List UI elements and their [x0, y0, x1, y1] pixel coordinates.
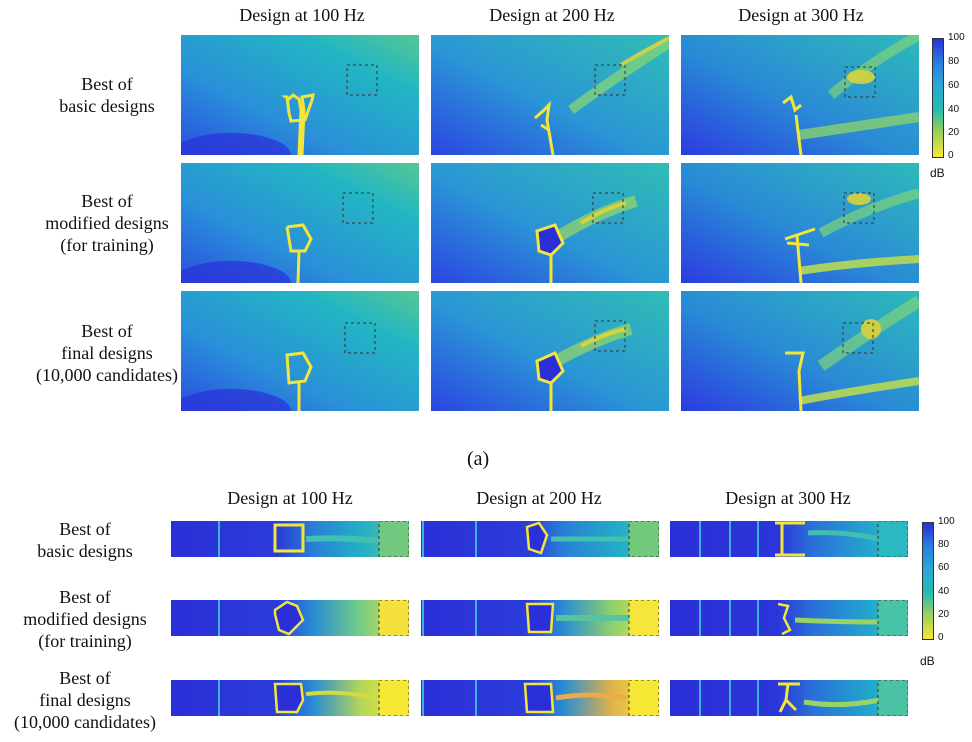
row-label-line: modified designs [23, 609, 147, 629]
col-title-a-100hz: Design at 100 Hz [239, 5, 365, 25]
colorbar-a-tick: 40 [948, 104, 960, 115]
row-label-line: (10,000 candidates) [14, 712, 156, 732]
row-label-line: Best of [59, 519, 111, 539]
duct-panel-b-final-300hz [670, 680, 908, 716]
field-panel-a-final-100hz [181, 291, 419, 411]
row-label-line: Best of [59, 668, 111, 688]
caption-a: (a) [467, 448, 490, 470]
duct-panel-b-modified-100hz [171, 600, 409, 636]
field-panel-a-final-200hz [431, 291, 669, 411]
col-title-b-300hz: Design at 300 Hz [725, 488, 851, 508]
row-label-line: Best of [81, 74, 133, 94]
field-panel-a-modified-300hz [681, 163, 919, 283]
field-panel-a-basic-100hz [181, 35, 419, 155]
field-panel-a-basic-200hz [431, 35, 669, 155]
row-label-line: final designs [61, 343, 153, 363]
col-title-b-100hz: Design at 100 Hz [227, 488, 353, 508]
row-label-line: (10,000 candidates) [36, 365, 178, 385]
colorbar-b-tick: 0 [938, 632, 944, 643]
colorbar-a-unit: dB [930, 166, 945, 180]
duct-panel-b-final-100hz [171, 680, 409, 716]
row-label-line: final designs [39, 690, 131, 710]
row-label-line: (for training) [38, 631, 132, 651]
field-panel-a-final-300hz [681, 291, 919, 411]
field-panel-a-basic-300hz [681, 35, 919, 155]
col-title-b-200hz: Design at 200 Hz [476, 488, 602, 508]
colorbar-b-tick: 100 [938, 516, 955, 527]
row-label-a-final: Best of final designs (10,000 candidates… [22, 320, 192, 386]
colorbar-b [922, 522, 934, 640]
colorbar-b-tick: 80 [938, 539, 950, 550]
row-label-a-basic: Best of basic designs [22, 73, 192, 117]
row-label-line: (for training) [60, 235, 154, 255]
duct-panel-b-basic-300hz [670, 521, 908, 557]
row-label-line: basic designs [37, 541, 133, 561]
row-label-line: modified designs [45, 213, 169, 233]
colorbar-a-tick: 100 [948, 32, 965, 43]
colorbar-a-tick: 0 [948, 150, 954, 161]
row-label-line: Best of [59, 587, 111, 607]
duct-panel-b-modified-300hz [670, 600, 908, 636]
row-label-line: Best of [81, 321, 133, 341]
colorbar-b-tick: 40 [938, 586, 950, 597]
duct-panel-b-basic-200hz [421, 521, 659, 557]
row-label-b-final: Best of final designs (10,000 candidates… [0, 667, 170, 733]
colorbar-a-tick: 80 [948, 56, 960, 67]
row-label-b-basic: Best of basic designs [0, 518, 170, 562]
colorbar-b-unit: dB [920, 654, 935, 668]
row-label-line: Best of [81, 191, 133, 211]
duct-panel-b-final-200hz [421, 680, 659, 716]
colorbar-a-tick: 60 [948, 80, 960, 91]
field-panel-a-modified-200hz [431, 163, 669, 283]
field-panel-a-modified-100hz [181, 163, 419, 283]
row-label-a-modified: Best of modified designs (for training) [22, 190, 192, 256]
duct-panel-b-modified-200hz [421, 600, 659, 636]
colorbar-b-tick: 60 [938, 562, 950, 573]
colorbar-a [932, 38, 944, 158]
col-title-a-300hz: Design at 300 Hz [738, 5, 864, 25]
colorbar-b-tick: 20 [938, 609, 950, 620]
row-label-line: basic designs [59, 96, 155, 116]
row-label-b-modified: Best of modified designs (for training) [0, 586, 170, 652]
duct-panel-b-basic-100hz [171, 521, 409, 557]
col-title-a-200hz: Design at 200 Hz [489, 5, 615, 25]
colorbar-a-tick: 20 [948, 127, 960, 138]
